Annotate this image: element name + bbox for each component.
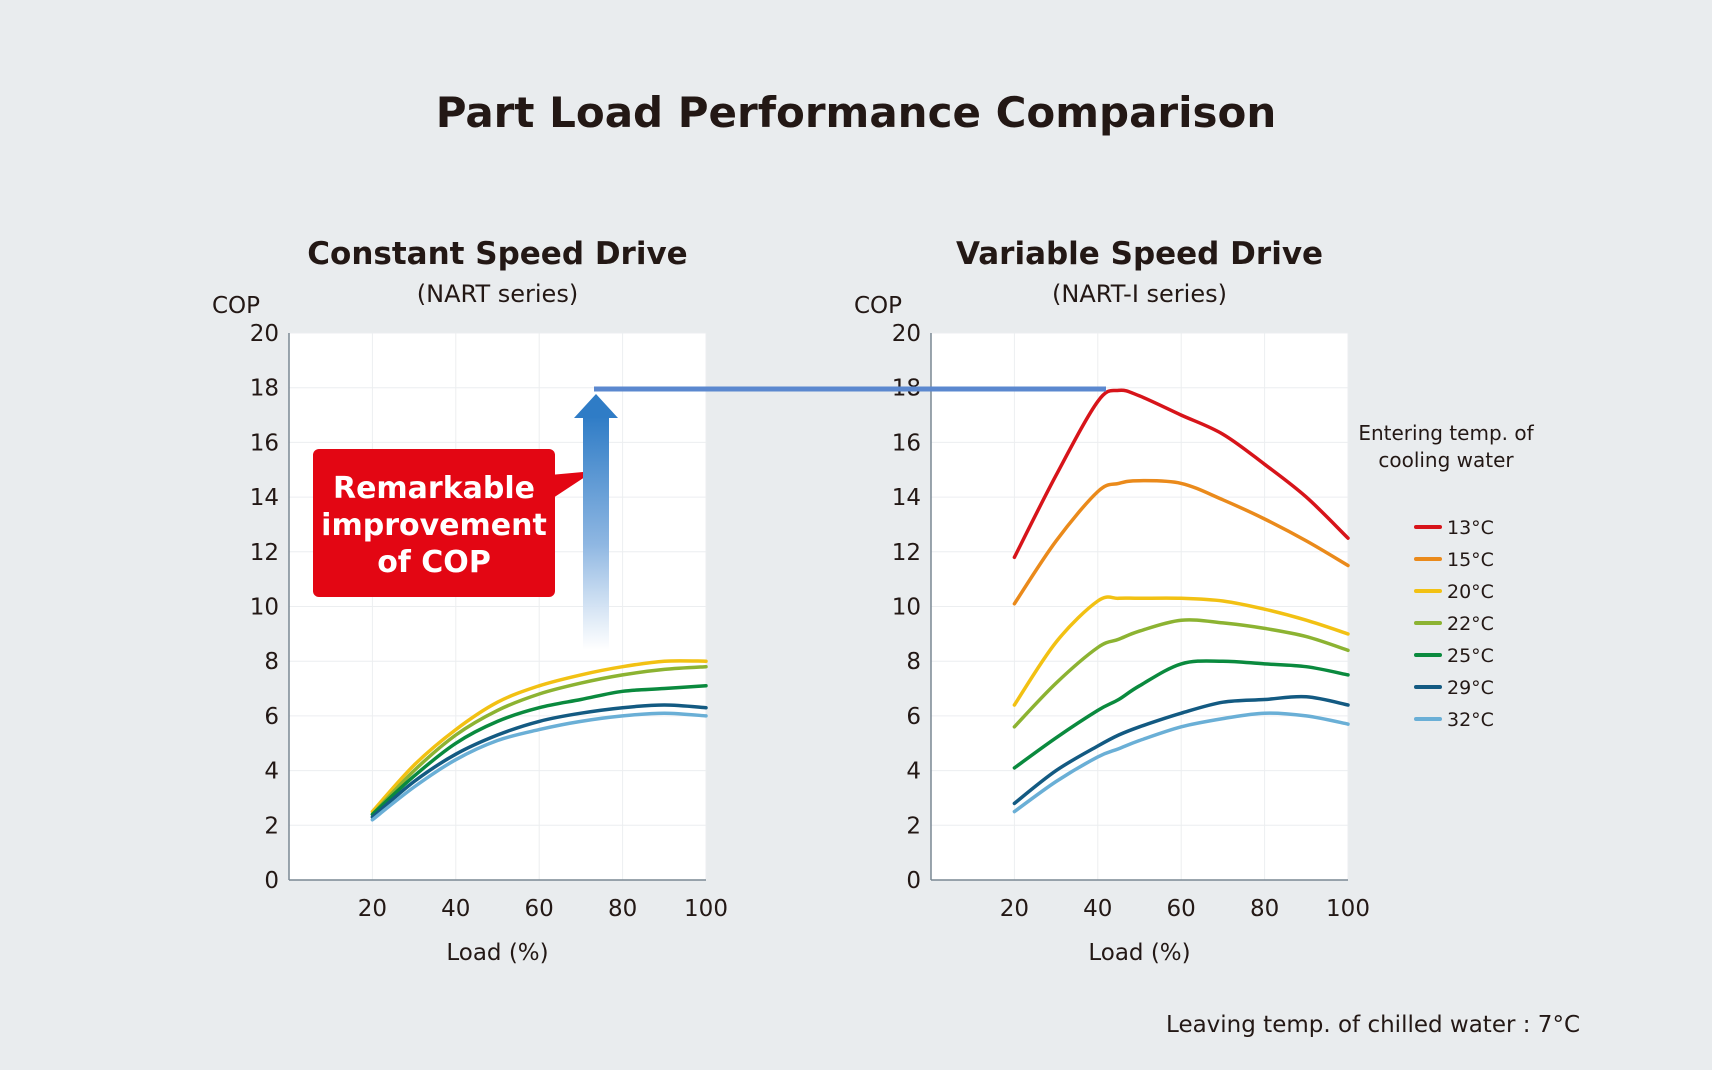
y-tick-label: 14	[250, 485, 279, 511]
series-line-29-c	[1012, 694, 1350, 806]
chart-title: Constant Speed Drive	[307, 236, 687, 272]
legend-label-22-c: 22°C	[1447, 613, 1494, 635]
chilled-water-note: Leaving temp. of chilled water : 7°C	[1166, 1012, 1580, 1038]
chart-title: Variable Speed Drive	[956, 236, 1323, 272]
x-tick-label: 100	[684, 896, 728, 922]
y-tick-label: 8	[906, 649, 921, 675]
legend-title-line-1: Entering temp. of	[1358, 421, 1534, 445]
y-tick-label: 12	[250, 540, 279, 566]
y-axis-label: COP	[854, 293, 902, 319]
x-tick-label: 80	[1250, 896, 1279, 922]
x-tick-label: 60	[525, 896, 554, 922]
y-tick-label: 20	[250, 321, 279, 347]
series-line-20-c	[1012, 595, 1350, 707]
y-tick-label: 16	[250, 430, 279, 456]
x-tick-label: 100	[1326, 896, 1370, 922]
page-title: Part Load Performance Comparison	[436, 88, 1277, 137]
x-axis-label: Load (%)	[446, 940, 548, 966]
series-line-25-c	[1012, 659, 1350, 770]
series-line-15-c	[1012, 478, 1350, 606]
series-line-25-c	[370, 684, 708, 817]
y-tick-label: 4	[264, 759, 279, 785]
chart-constant-speed: 0 2 4 6 8 10 12 14 16 18 20 20 40 60 80 100 Constant Spe…	[212, 236, 728, 966]
y-tick-label: 2	[906, 813, 921, 839]
x-axis-label: Load (%)	[1088, 940, 1190, 966]
y-axis-label: COP	[212, 293, 260, 319]
series-line-22-c	[1012, 618, 1350, 729]
y-tick-label: 12	[892, 540, 921, 566]
y-tick-label: 10	[892, 595, 921, 621]
y-tick-label: 6	[906, 704, 921, 730]
legend-title-line-2: cooling water	[1378, 448, 1514, 472]
y-tick-label: 0	[906, 868, 921, 894]
legend-label-32-c: 32°C	[1447, 709, 1494, 731]
y-tick-label: 2	[264, 813, 279, 839]
improvement-arrow-head	[574, 394, 618, 418]
x-tick-label: 40	[1083, 896, 1112, 922]
callout-line-3: of COP	[377, 545, 491, 580]
callout-box	[313, 449, 555, 597]
y-tick-label: 18	[250, 376, 279, 402]
legend-label-15-c: 15°C	[1447, 549, 1494, 571]
y-tick-label: 14	[892, 485, 921, 511]
x-tick-label: 60	[1167, 896, 1196, 922]
y-tick-label: 6	[264, 704, 279, 730]
legend-label-29-c: 29°C	[1447, 677, 1494, 699]
series-line-32-c	[370, 711, 708, 822]
improvement-callout: Remarkable improvement of COP	[313, 449, 594, 597]
chart-subtitle: (NART-I series)	[1052, 280, 1227, 308]
series-line-20-c	[370, 659, 708, 814]
improvement-arrow-shaft	[583, 416, 609, 650]
callout-line-2: improvement	[321, 508, 547, 543]
series-line-22-c	[370, 664, 708, 817]
x-tick-label: 40	[441, 896, 470, 922]
y-tick-label: 20	[892, 321, 921, 347]
chart-subtitle: (NART series)	[417, 280, 578, 308]
x-tick-label: 20	[1000, 896, 1029, 922]
legend-label-25-c: 25°C	[1447, 645, 1494, 667]
y-tick-label: 0	[264, 868, 279, 894]
y-tick-label: 8	[264, 649, 279, 675]
legend: Entering temp. of cooling water 13°C 15°C…	[1358, 421, 1534, 731]
legend-label-20-c: 20°C	[1447, 581, 1494, 603]
x-tick-label: 80	[608, 896, 637, 922]
series-line-29-c	[370, 703, 708, 819]
legend-label-13-c: 13°C	[1447, 517, 1494, 539]
y-tick-label: 16	[892, 430, 921, 456]
callout-line-1: Remarkable	[333, 471, 535, 506]
x-tick-label: 20	[358, 896, 387, 922]
series-line-32-c	[1012, 711, 1350, 814]
y-tick-label: 4	[906, 759, 921, 785]
y-tick-label: 10	[250, 595, 279, 621]
series-line-13-c	[1012, 388, 1350, 560]
